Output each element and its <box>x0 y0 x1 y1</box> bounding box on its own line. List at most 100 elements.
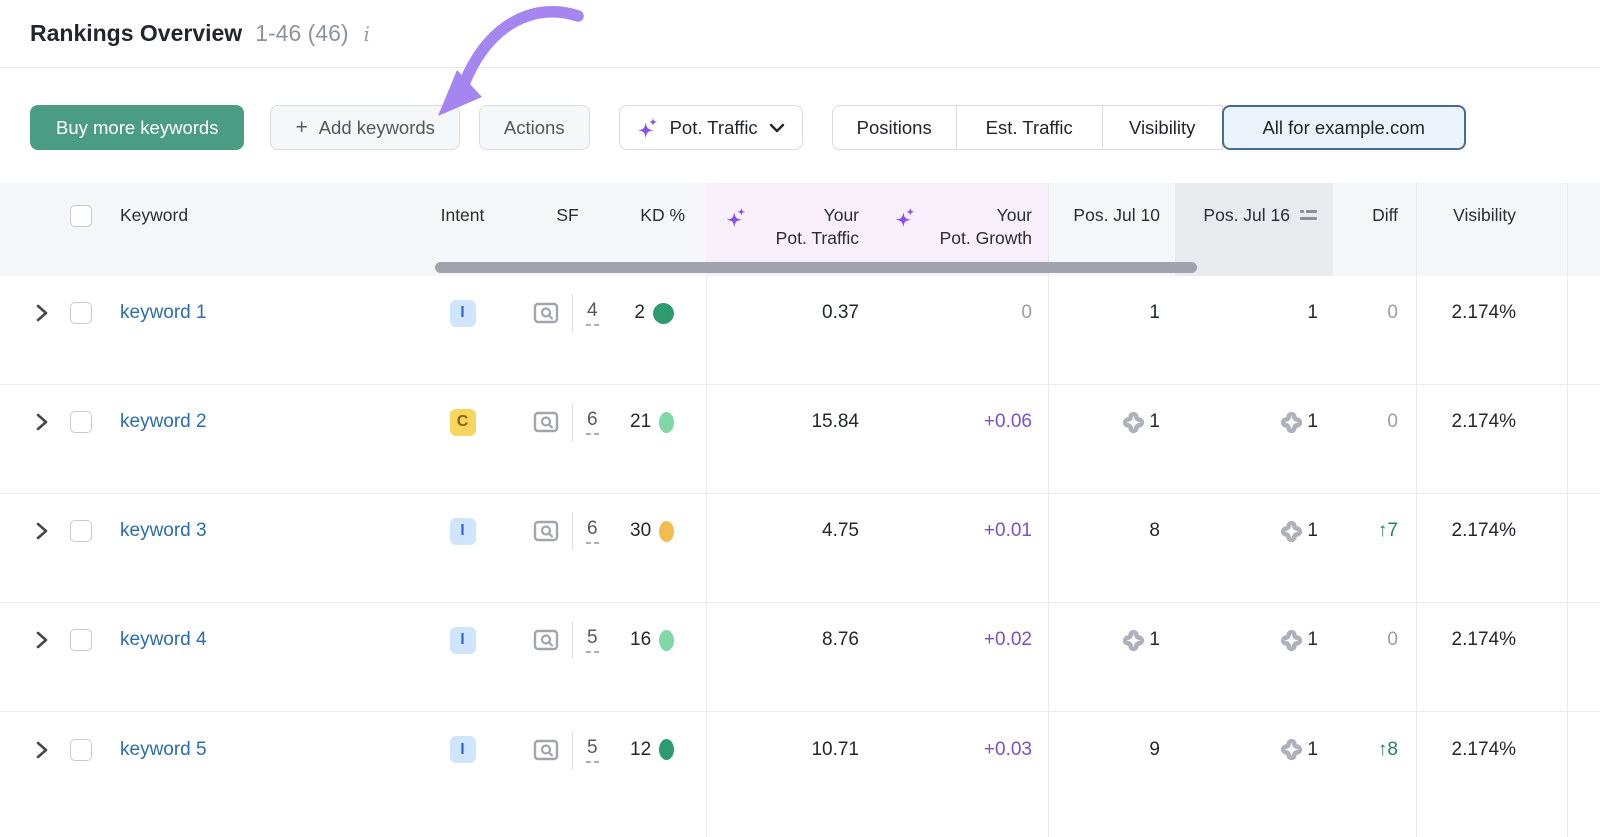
expand-row-button[interactable] <box>34 412 49 432</box>
actions-button[interactable]: Actions <box>478 105 590 150</box>
column-header-pos-jul-10[interactable]: Pos. Jul 10 <box>1048 183 1175 276</box>
diff-value: ↑7 <box>1377 520 1398 541</box>
ai-overview-icon <box>1281 629 1303 651</box>
expand-row-button[interactable] <box>34 740 49 760</box>
diff-value: ↑8 <box>1377 738 1398 760</box>
chevron-right-icon <box>36 522 48 540</box>
results-range: 1-46 (46) <box>255 20 349 46</box>
kd-value: 16 <box>630 629 652 650</box>
column-header-pot-growth[interactable]: Your Pot. Growth <box>877 183 1048 276</box>
table-body: keyword 1 I 4 2 0.37 0 1 1 0 2.174% keyw… <box>0 276 1600 837</box>
position-prev-value: 9 <box>1149 738 1160 760</box>
expand-row-button[interactable] <box>34 521 49 541</box>
serp-features-icon <box>533 302 559 324</box>
table-header: Keyword Intent SF KD % Your Pot. Traffic… <box>0 183 1600 276</box>
intent-badge: I <box>449 736 476 763</box>
pot-traffic-label-line2: Pot. Traffic <box>775 228 859 248</box>
column-header-keyword[interactable]: Keyword <box>120 205 189 225</box>
table-row: keyword 4 I 5 16 8.76 +0.02 1 1 0 2.174% <box>0 603 1600 712</box>
keyword-link[interactable]: keyword 2 <box>120 411 207 432</box>
pot-growth-value: 0 <box>1021 302 1032 323</box>
sf-count[interactable]: 4 <box>586 300 599 326</box>
keyword-link[interactable]: keyword 4 <box>120 629 207 650</box>
pot-growth-label-line2: Pot. Growth <box>939 228 1032 248</box>
tab-visibility[interactable]: Visibility <box>1102 105 1223 150</box>
sf-count[interactable]: 5 <box>586 737 599 763</box>
position-curr-value: 1 <box>1307 411 1318 432</box>
select-all-checkbox[interactable] <box>70 205 92 227</box>
kd-difficulty-dot <box>659 411 674 433</box>
metric-dropdown-label: Pot. Traffic <box>669 116 758 138</box>
divider <box>572 512 573 550</box>
row-checkbox[interactable] <box>70 302 92 324</box>
row-checkbox[interactable] <box>70 411 92 433</box>
column-header-sf[interactable]: SF <box>556 205 579 225</box>
pot-growth-value: +0.02 <box>983 629 1032 650</box>
chevron-right-icon <box>36 741 48 758</box>
kd-difficulty-dot <box>653 302 674 324</box>
serp-features-icon <box>533 520 559 542</box>
divider <box>572 403 573 441</box>
kd-difficulty-dot <box>659 520 674 542</box>
diff-value: 0 <box>1387 302 1398 323</box>
row-checkbox[interactable] <box>70 520 92 542</box>
view-tabs: Positions Est. Traffic Visibility All fo… <box>831 105 1466 150</box>
column-header-visibility[interactable]: Visibility <box>1416 183 1568 276</box>
divider <box>572 621 573 659</box>
column-header-pos-jul-16[interactable]: Pos. Jul 16 <box>1175 183 1333 276</box>
intent-badge: I <box>449 517 476 545</box>
column-header-intent[interactable]: Intent <box>440 205 485 225</box>
keyword-link[interactable]: keyword 1 <box>120 302 207 323</box>
pot-growth-value: +0.01 <box>983 520 1032 541</box>
page-header-bar: Rankings Overview 1-46 (46) i <box>0 0 1600 68</box>
metric-dropdown[interactable]: Pot. Traffic <box>618 105 803 150</box>
horizontal-scrollbar[interactable] <box>435 262 1197 273</box>
sf-count[interactable]: 6 <box>586 518 599 544</box>
buy-more-keywords-button[interactable]: Buy more keywords <box>30 105 245 150</box>
divider <box>572 294 573 332</box>
column-header-diff[interactable]: Diff <box>1372 205 1398 225</box>
expand-row-button[interactable] <box>34 303 49 323</box>
intent-badge: I <box>449 626 476 654</box>
tab-est-traffic[interactable]: Est. Traffic <box>956 105 1103 150</box>
keyword-link[interactable]: keyword 3 <box>120 520 207 541</box>
serp-features-icon <box>533 629 559 651</box>
tab-positions[interactable]: Positions <box>831 105 957 150</box>
intent-badge: C <box>449 408 476 436</box>
expand-row-button[interactable] <box>34 630 49 650</box>
kd-difficulty-dot <box>659 629 674 651</box>
add-keywords-button[interactable]: + Add keywords <box>270 105 460 150</box>
toolbar: Buy more keywords + Add keywords Actions… <box>0 105 1600 150</box>
column-header-kd[interactable]: KD % <box>640 205 685 225</box>
sf-count[interactable]: 6 <box>586 409 599 435</box>
sf-count[interactable]: 5 <box>586 627 599 653</box>
ai-overview-icon <box>1123 411 1145 433</box>
sort-descending-icon <box>1300 210 1317 220</box>
visibility-value: 2.174% <box>1451 629 1516 650</box>
position-prev-value: 1 <box>1149 629 1160 650</box>
tab-all-for-example-com[interactable]: All for example.com <box>1221 105 1466 150</box>
header-checkbox-cell <box>70 183 120 276</box>
info-icon[interactable]: i <box>363 21 370 46</box>
pot-growth-label-line1: Your <box>996 205 1032 225</box>
table-row: keyword 5 I 5 12 10.71 +0.03 9 1 ↑8 2.17… <box>0 712 1600 837</box>
pot-traffic-value: 10.71 <box>811 738 859 760</box>
column-header-pot-traffic[interactable]: Your Pot. Traffic <box>706 183 877 276</box>
diff-value: 0 <box>1387 629 1398 650</box>
ai-sparkle-icon <box>895 207 915 228</box>
position-curr-value: 1 <box>1307 302 1318 323</box>
header-expander-spacer <box>30 183 70 276</box>
row-checkbox[interactable] <box>70 738 92 761</box>
kd-difficulty-dot <box>659 739 674 760</box>
table-row: keyword 3 I 6 30 4.75 +0.01 8 1 ↑7 2.174… <box>0 494 1600 603</box>
kd-value: 12 <box>630 738 652 760</box>
pot-traffic-value: 0.37 <box>822 302 859 323</box>
keyword-link[interactable]: keyword 5 <box>120 738 207 760</box>
divider <box>572 730 573 769</box>
row-checkbox[interactable] <box>70 629 92 651</box>
visibility-value: 2.174% <box>1451 520 1516 541</box>
position-curr-value: 1 <box>1307 520 1318 541</box>
position-prev-value: 1 <box>1149 411 1160 432</box>
pos-jul-16-label: Pos. Jul 16 <box>1203 205 1290 225</box>
